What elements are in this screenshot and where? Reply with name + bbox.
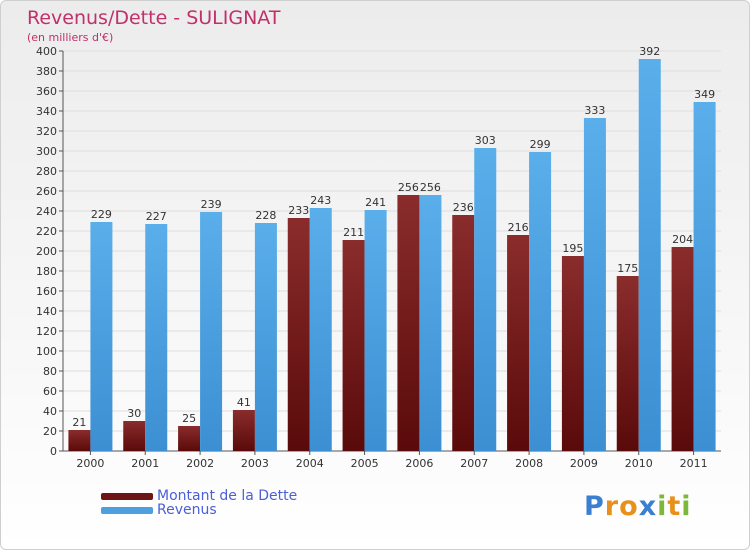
data-label-debt: 41	[237, 396, 251, 409]
y-tick-label: 140	[36, 305, 57, 318]
data-label-debt: 195	[562, 242, 583, 255]
legend-item-revenue: Revenus	[101, 502, 217, 518]
data-label-debt: 256	[398, 181, 419, 194]
y-tick-label: 260	[36, 185, 57, 198]
y-tick-label: 380	[36, 65, 57, 78]
bar-debt	[232, 410, 255, 451]
x-tick-label: 2004	[296, 457, 324, 470]
bar-debt	[123, 421, 146, 451]
bar-revenue	[529, 152, 552, 451]
data-label-revenue: 227	[146, 210, 167, 223]
y-tick-label: 280	[36, 165, 57, 178]
logo-letter: x	[638, 491, 658, 522]
bar-revenue	[145, 224, 168, 451]
y-tick-label: 400	[36, 45, 57, 58]
y-tick-label: 80	[43, 365, 57, 378]
data-label-revenue: 243	[310, 194, 331, 207]
data-label-debt: 175	[617, 262, 638, 275]
y-tick-label: 120	[36, 325, 57, 338]
bar-debt	[178, 426, 201, 451]
legend-swatch-revenue	[101, 506, 153, 514]
x-tick-label: 2006	[405, 457, 433, 470]
y-tick-label: 180	[36, 265, 57, 278]
bar-revenue	[474, 148, 497, 451]
legend-swatch-debt	[101, 492, 153, 500]
logo-letter: t	[667, 491, 682, 522]
legend-label-revenue: Revenus	[157, 502, 217, 518]
x-tick-label: 2000	[76, 457, 104, 470]
data-label-revenue: 229	[91, 208, 112, 221]
y-tick-label: 240	[36, 205, 57, 218]
y-tick-label: 40	[43, 405, 57, 418]
data-label-revenue: 299	[530, 138, 551, 151]
x-tick-label: 2008	[515, 457, 543, 470]
data-label-debt: 211	[343, 226, 364, 239]
y-tick-label: 300	[36, 145, 57, 158]
x-tick-label: 2001	[131, 457, 159, 470]
x-tick-label: 2009	[570, 457, 598, 470]
data-label-debt: 204	[672, 233, 693, 246]
chart-title: Revenus/Dette - SULIGNAT	[27, 7, 281, 29]
x-tick-label: 2010	[625, 457, 653, 470]
data-label-revenue: 241	[365, 196, 386, 209]
bar-debt	[452, 215, 475, 451]
y-tick-label: 160	[36, 285, 57, 298]
logo-letter: r	[604, 491, 620, 522]
data-label-revenue: 303	[475, 134, 496, 147]
y-tick-label: 340	[36, 105, 57, 118]
logo-letter: o	[619, 491, 639, 522]
data-label-revenue: 392	[639, 45, 660, 58]
bar-revenue	[583, 118, 606, 451]
data-label-revenue: 333	[584, 104, 605, 117]
data-label-debt: 233	[288, 204, 309, 217]
data-label-revenue: 239	[201, 198, 222, 211]
logo-letter: i	[681, 491, 692, 522]
x-tick-label: 2007	[460, 457, 488, 470]
proxiti-logo: Proxiti	[584, 491, 692, 522]
logo-letter: i	[657, 491, 668, 522]
bar-debt	[671, 247, 694, 451]
x-tick-label: 2011	[680, 457, 708, 470]
y-tick-label: 320	[36, 125, 57, 138]
bar-debt	[342, 240, 365, 451]
bar-revenue	[309, 208, 332, 451]
bar-debt	[68, 430, 91, 451]
logo-letter: P	[584, 491, 605, 522]
y-tick-label: 20	[43, 425, 57, 438]
data-label-debt: 30	[127, 407, 141, 420]
data-label-revenue: 228	[255, 209, 276, 222]
bar-revenue	[419, 195, 442, 451]
bar-revenue	[90, 222, 113, 451]
data-label-revenue: 256	[420, 181, 441, 194]
bar-debt	[507, 235, 530, 451]
bar-revenue	[200, 212, 223, 451]
bar-revenue	[254, 223, 277, 451]
bar-revenue	[693, 102, 716, 451]
x-tick-label: 2003	[241, 457, 269, 470]
legend-item-debt: Montant de la Dette	[101, 488, 297, 504]
y-tick-label: 200	[36, 245, 57, 258]
x-tick-label: 2005	[351, 457, 379, 470]
data-label-debt: 216	[508, 221, 529, 234]
bar-revenue	[638, 59, 661, 451]
data-label-debt: 25	[182, 412, 196, 425]
y-tick-label: 0	[50, 445, 57, 458]
data-label-debt: 21	[72, 416, 86, 429]
chart-subtitle: (en milliers d'€)	[27, 31, 114, 44]
data-label-revenue: 349	[694, 88, 715, 101]
y-tick-label: 360	[36, 85, 57, 98]
bar-debt	[561, 256, 584, 451]
y-tick-label: 60	[43, 385, 57, 398]
bar-debt	[397, 195, 420, 451]
legend-label-debt: Montant de la Dette	[157, 488, 298, 504]
bar-debt	[287, 218, 310, 451]
y-tick-label: 220	[36, 225, 57, 238]
data-label-debt: 236	[453, 201, 474, 214]
bar-revenue	[364, 210, 387, 451]
y-tick-label: 100	[36, 345, 57, 358]
bar-debt	[616, 276, 639, 451]
x-tick-label: 2002	[186, 457, 214, 470]
